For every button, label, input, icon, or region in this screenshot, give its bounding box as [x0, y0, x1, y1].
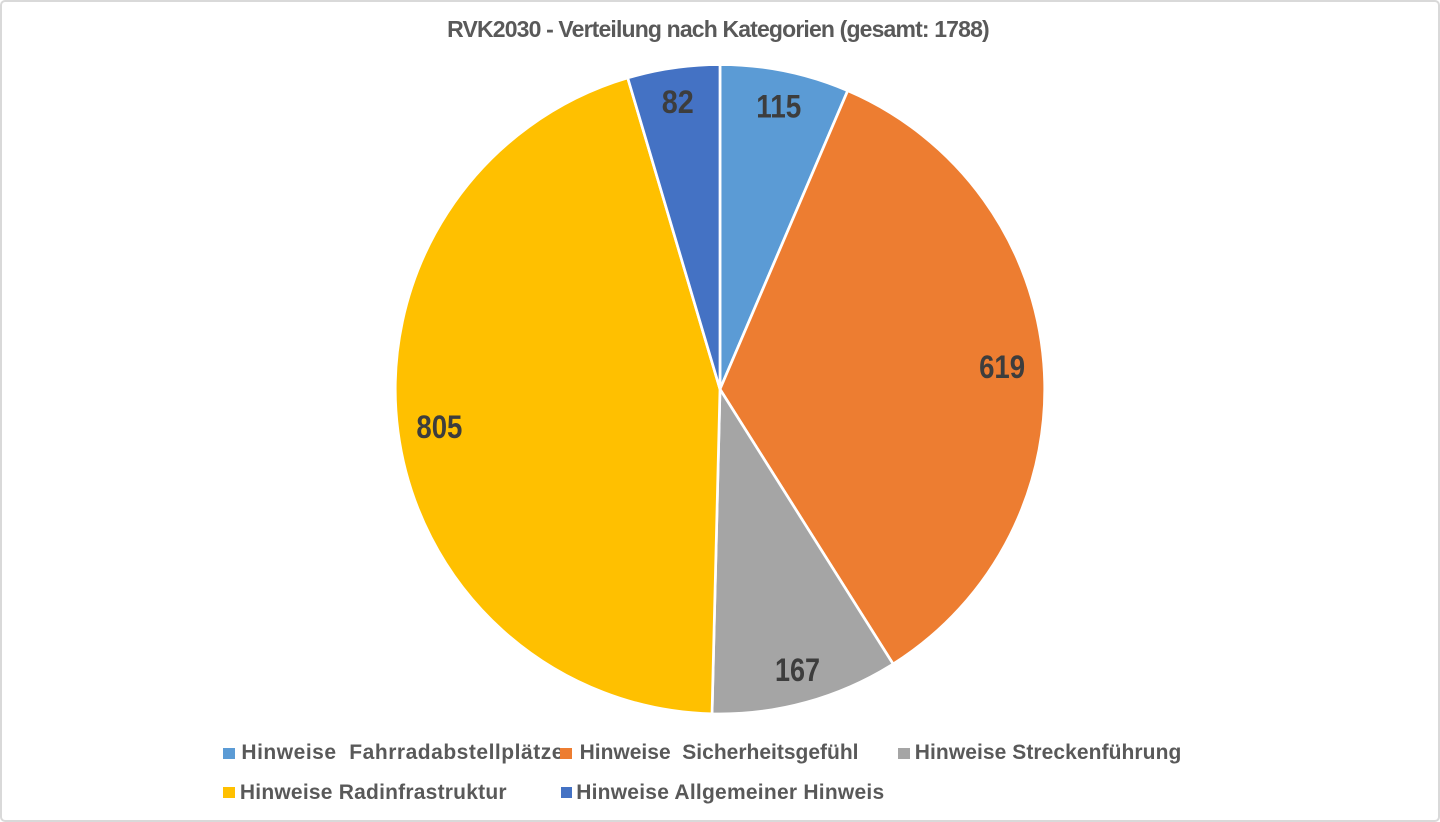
svg-text:115: 115	[756, 88, 801, 124]
svg-text:82: 82	[662, 84, 694, 120]
svg-text:805: 805	[416, 409, 462, 445]
svg-text:167: 167	[775, 652, 820, 688]
svg-text:619: 619	[979, 349, 1025, 385]
